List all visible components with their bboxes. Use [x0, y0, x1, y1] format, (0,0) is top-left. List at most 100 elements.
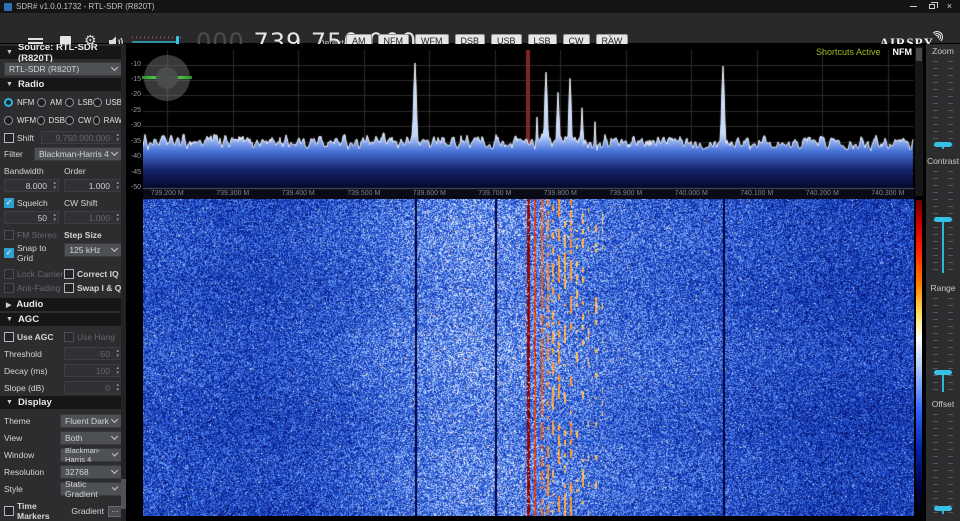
slider-ticks	[933, 61, 938, 149]
slider-thumb[interactable]	[934, 141, 952, 147]
anti-fading-toggle[interactable]: Anti-Fading	[4, 283, 60, 293]
checkmark-icon: ✓	[5, 198, 13, 207]
chevron-down-icon	[110, 415, 119, 424]
slider-thumb[interactable]	[934, 370, 952, 376]
detector-dropdown-caret-icon[interactable]: ▾	[608, 31, 613, 40]
slider-ticks	[132, 36, 184, 39]
radio-usb[interactable]: USB	[93, 98, 122, 107]
slider-fill	[942, 144, 944, 149]
spinner-up-down-icon[interactable]: ▲ ▼	[115, 365, 120, 375]
panel-header-audio[interactable]: ▶ Audio	[0, 298, 126, 311]
spinner-up-down-icon[interactable]: ▲ ▼	[115, 132, 120, 142]
shift-checkbox[interactable]	[4, 132, 14, 143]
freq-tick-label: 739.200 M	[150, 190, 184, 197]
radio-raw[interactable]: RAW	[93, 116, 122, 125]
waterfall-canvas[interactable]	[143, 199, 914, 516]
collapse-arrow-icon: ▼	[6, 316, 13, 323]
use-hang-toggle[interactable]: Use Hang	[64, 332, 122, 342]
collapse-arrow-icon: ▼	[6, 81, 13, 88]
time-markers-checkbox[interactable]	[4, 506, 14, 516]
gradient-edit-button[interactable]: …	[108, 505, 122, 517]
waterfall-colorbar	[915, 199, 923, 516]
contrast-slider[interactable]: Contrast	[926, 156, 960, 273]
panel-header-radio[interactable]: ▼ Radio	[0, 78, 126, 91]
spinner-up-down-icon[interactable]: ▲ ▼	[115, 212, 120, 222]
resolution-dropdown[interactable]: 32768	[60, 465, 122, 479]
radio-am[interactable]: AM	[37, 98, 65, 107]
minimize-icon[interactable]	[909, 6, 917, 7]
squelch-toggle[interactable]: ✓ Squelch	[4, 198, 48, 208]
slider-ticks	[948, 171, 953, 273]
radio-nfm[interactable]: NFM	[4, 98, 37, 107]
db-tick-label: -15	[130, 75, 141, 83]
menu-icon[interactable]	[28, 38, 43, 40]
db-tick-label: -25	[130, 106, 141, 114]
panel-header-agc[interactable]: ▼ AGC	[0, 313, 126, 326]
freq-tick-label: 739.900 M	[609, 190, 643, 197]
bandwidth-label: Bandwidth	[4, 166, 44, 176]
use-agc-checkbox[interactable]	[4, 332, 14, 342]
slider-ticks	[948, 298, 953, 392]
spectrum-scrollbar[interactable]	[915, 46, 923, 196]
lock-carrier-checkbox	[4, 269, 14, 279]
fm-stereo-toggle[interactable]: FM Stereo	[4, 230, 57, 240]
theme-dropdown[interactable]: Fluent Dark	[60, 414, 122, 428]
order-field[interactable]: 1.000 ▲ ▼	[64, 179, 122, 192]
filter-dropdown[interactable]: Blackman-Harris 4	[34, 147, 122, 161]
radio-lsb[interactable]: LSB	[65, 98, 93, 107]
freq-tick-label: 739.700 M	[478, 190, 512, 197]
style-dropdown[interactable]: Static Gradient	[60, 479, 122, 499]
swap-iq-toggle[interactable]: Swap I & Q	[64, 283, 122, 293]
snap-to-grid-toggle[interactable]: ✓ Snap to Grid	[4, 243, 47, 263]
order-label: Order	[64, 166, 86, 176]
spinner-up-down-icon[interactable]: ▲ ▼	[115, 382, 120, 392]
range-slider[interactable]: Range	[926, 283, 960, 392]
scrollbar-thumb[interactable]	[916, 48, 922, 61]
spectrum-canvas[interactable]	[143, 50, 914, 199]
view-dropdown[interactable]: Both	[60, 431, 122, 445]
tuning-knob-overlay[interactable]	[142, 55, 192, 101]
stop-icon[interactable]	[60, 36, 71, 47]
threshold-field[interactable]: -50 ▲ ▼	[64, 347, 122, 360]
slider-thumb[interactable]	[934, 506, 952, 511]
zoom-slider[interactable]: Zoom	[926, 46, 960, 149]
panel-header-display[interactable]: ▼ Display	[0, 396, 126, 409]
radio-wfm[interactable]: WFM	[4, 116, 37, 125]
source-device-dropdown[interactable]: RTL-SDR (R820T)	[4, 62, 122, 76]
cw-shift-field[interactable]: 1.000 ▲ ▼	[64, 211, 122, 224]
panel-header-source[interactable]: ▼ Source: RTL-SDR (R820T)	[0, 44, 126, 64]
use-agc-toggle[interactable]: Use AGC	[4, 332, 54, 342]
sidebar-scrollbar[interactable]	[121, 44, 126, 521]
close-icon[interactable]: ×	[946, 1, 952, 11]
restore-icon[interactable]	[928, 2, 938, 9]
radio-cw[interactable]: CW	[65, 116, 93, 125]
offset-slider[interactable]: Offset	[926, 399, 960, 514]
bandwidth-field[interactable]: 8.000 ▲ ▼	[4, 179, 59, 192]
slider-label: Range	[930, 283, 956, 293]
lock-carrier-toggle[interactable]: Lock Carrier	[4, 269, 63, 279]
slider-thumb[interactable]	[934, 216, 952, 222]
snap-checkbox[interactable]: ✓	[4, 248, 14, 258]
swap-iq-checkbox[interactable]	[64, 283, 74, 293]
step-size-dropdown[interactable]: 125 kHz	[64, 243, 122, 257]
squelch-checkbox[interactable]: ✓	[4, 198, 14, 208]
spinner-up-down-icon[interactable]: ▲ ▼	[115, 180, 120, 190]
spinner-up-down-icon[interactable]: ▲ ▼	[115, 348, 120, 358]
correct-iq-checkbox[interactable]	[64, 269, 74, 279]
slope-field[interactable]: 0 ▲ ▼	[64, 381, 122, 394]
slider-label: Zoom	[932, 46, 954, 56]
gradient-label: Gradient	[71, 506, 104, 516]
time-markers-toggle[interactable]: Time Markers	[4, 501, 71, 521]
volume-thumb[interactable]	[175, 36, 179, 48]
radio-dot	[37, 98, 46, 107]
radio-dsb[interactable]: DSB	[37, 116, 65, 125]
scrollbar-thumb[interactable]	[121, 479, 126, 509]
window-dropdown[interactable]: Blackman-Harris 4	[60, 446, 122, 464]
decay-field[interactable]: 100 ▲ ▼	[64, 364, 122, 377]
correct-iq-toggle[interactable]: Correct IQ	[64, 269, 122, 279]
chevron-down-icon	[110, 244, 119, 253]
spinner-up-down-icon[interactable]: ▲ ▼	[52, 212, 57, 222]
shift-value-field[interactable]: 9.750.000.000 ▲ ▼	[41, 131, 122, 144]
squelch-field[interactable]: 50 ▲ ▼	[4, 211, 59, 224]
spinner-up-down-icon[interactable]: ▲ ▼	[52, 180, 57, 190]
